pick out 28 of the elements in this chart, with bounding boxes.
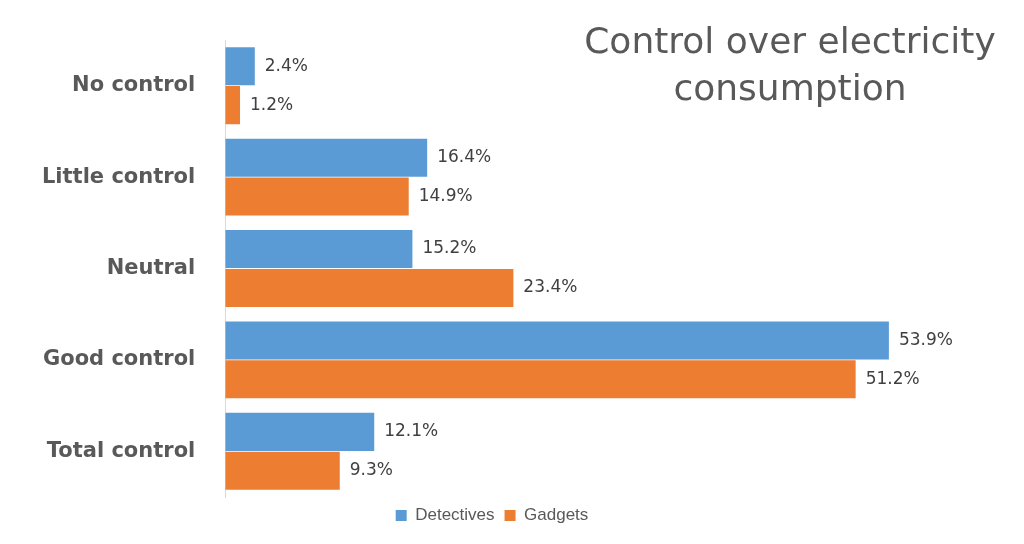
y-tick-label: No control xyxy=(72,72,196,97)
bar xyxy=(225,230,413,269)
data-label: 9.3% xyxy=(349,459,393,480)
bar xyxy=(225,138,428,177)
bar xyxy=(225,321,889,360)
bar xyxy=(225,177,409,216)
bar xyxy=(225,47,255,86)
y-tick-label: Little control xyxy=(41,163,196,188)
data-label: 2.4% xyxy=(264,54,309,75)
data-label: 15.2% xyxy=(422,237,477,258)
data-label: 16.4% xyxy=(437,146,492,167)
bar xyxy=(225,412,375,451)
bar xyxy=(225,268,514,307)
data-label: 12.1% xyxy=(384,420,439,441)
y-tick-label: Good control xyxy=(42,346,196,371)
legend-label: Detectives xyxy=(415,505,495,525)
bar xyxy=(225,451,340,490)
data-label: 51.2% xyxy=(865,367,920,388)
data-label: 53.9% xyxy=(898,328,953,349)
bar xyxy=(225,86,241,125)
y-tick-label: Neutral xyxy=(106,254,196,279)
data-label: 14.9% xyxy=(418,184,473,205)
legend-label: Gadgets xyxy=(524,505,589,525)
bar xyxy=(225,360,856,399)
chart-title: Control over electricity consumption xyxy=(583,19,997,110)
y-tick-label: Total control xyxy=(46,437,196,462)
data-label: 1.2% xyxy=(250,93,294,114)
data-label: 23.4% xyxy=(523,276,578,297)
